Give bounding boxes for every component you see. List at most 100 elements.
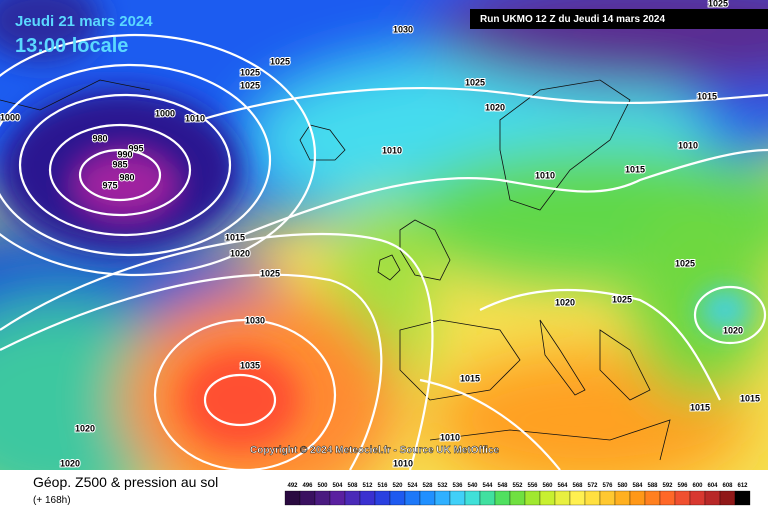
isobar-label: 1020 xyxy=(230,248,250,258)
isobar-label: 1010 xyxy=(440,432,460,442)
isobar-label: 985 xyxy=(112,159,127,169)
scale-label: 556 xyxy=(527,483,538,489)
scale-swatch xyxy=(344,490,361,506)
isobar-labels: 1030 1025 1025 1025 1020 1025 1015 1000 1010 980 9… xyxy=(0,0,761,469)
scale-swatch xyxy=(404,490,421,506)
isobar-label: 1025 xyxy=(240,67,260,77)
legend-title: Géop. Z500 & pression au sol xyxy=(33,474,218,490)
isobar-label: 1010 xyxy=(382,145,402,155)
scale-label: 520 xyxy=(392,483,403,489)
isobar-label: 1010 xyxy=(535,170,555,180)
scale-swatch xyxy=(509,490,526,506)
scale-label: 560 xyxy=(542,483,553,489)
isobar-label: 1025 xyxy=(675,258,695,268)
scale-label: 584 xyxy=(632,483,643,489)
isobar-label: 995 xyxy=(128,143,143,153)
scale-label: 596 xyxy=(677,483,688,489)
scale-swatch xyxy=(374,490,391,506)
scale-label: 612 xyxy=(737,483,748,489)
isobar-label: 1035 xyxy=(240,360,260,370)
isobar-label: 1015 xyxy=(697,91,717,101)
isobar-label: 1020 xyxy=(723,325,743,335)
scale-swatch xyxy=(689,490,706,506)
scale-swatch xyxy=(599,490,616,506)
scale-label: 600 xyxy=(692,483,703,489)
run-info: Run UKMO 12 Z du Jeudi 14 mars 2024 xyxy=(480,14,665,25)
scale-label: 500 xyxy=(317,483,328,489)
isobar-label: 1020 xyxy=(60,458,80,468)
scale-label: 572 xyxy=(587,483,598,489)
scale-swatch xyxy=(464,490,481,506)
isobar-label: 980 xyxy=(92,133,107,143)
isobar-label: 1015 xyxy=(690,402,710,412)
isobar-label: 1000 xyxy=(155,108,175,118)
isobars xyxy=(0,33,768,472)
scale-label: 604 xyxy=(707,483,718,489)
isobar-label: 990 xyxy=(117,149,132,159)
scale-swatch xyxy=(389,490,406,506)
scale-label: 532 xyxy=(437,483,448,489)
isobar-label: 1025 xyxy=(240,80,260,90)
scale-swatch xyxy=(719,490,736,506)
scale-label: 564 xyxy=(557,483,568,489)
color-scale: 492 496 500 504 508 512 516 520 524 528 532 536 540 5… xyxy=(284,483,751,506)
scale-label: 552 xyxy=(512,483,523,489)
scale-label: 516 xyxy=(377,483,388,489)
isobar-label: 1010 xyxy=(678,140,698,150)
isobar-label: 1020 xyxy=(75,423,95,433)
isobar-label: 1020 xyxy=(485,102,505,112)
isobar-label: 1015 xyxy=(225,232,245,242)
scale-label: 540 xyxy=(467,483,478,489)
scale-label: 492 xyxy=(287,483,298,489)
scale-label: 588 xyxy=(647,483,658,489)
scale-swatch xyxy=(434,490,451,506)
isobar-label: 1000 xyxy=(0,112,20,122)
scale-swatch xyxy=(614,490,631,506)
scale-label: 536 xyxy=(452,483,463,489)
scale-label: 512 xyxy=(362,483,373,489)
isobar-label: 1010 xyxy=(393,458,413,468)
isobar-label: 1025 xyxy=(612,294,632,304)
isobar-label: 975 xyxy=(102,180,117,190)
scale-label: 568 xyxy=(572,483,583,489)
isobar-label: 1025 xyxy=(708,0,728,8)
isobar-label: 1025 xyxy=(465,77,485,87)
scale-swatch xyxy=(494,490,511,506)
scale-swatch xyxy=(629,490,646,506)
scale-swatch xyxy=(734,490,751,506)
scale-swatch xyxy=(299,490,316,506)
isobar-label: 1020 xyxy=(555,297,575,307)
scale-label: 592 xyxy=(662,483,673,489)
scale-label: 576 xyxy=(602,483,613,489)
scale-swatch xyxy=(449,490,466,506)
scale-swatch xyxy=(674,490,691,506)
scale-swatch xyxy=(359,490,376,506)
scale-label: 496 xyxy=(302,483,313,489)
scale-label: 608 xyxy=(722,483,733,489)
scale-swatch xyxy=(569,490,586,506)
scale-swatch xyxy=(329,490,346,506)
valid-date: Jeudi 21 mars 2024 xyxy=(15,13,153,30)
run-banner xyxy=(470,9,768,29)
scale-label: 528 xyxy=(422,483,433,489)
scale-swatch xyxy=(284,490,301,506)
isobar-label: 1030 xyxy=(245,315,265,325)
scale-swatch xyxy=(479,490,496,506)
isobar-label: 1025 xyxy=(270,56,290,66)
scale-swatch xyxy=(704,490,721,506)
scale-swatch xyxy=(659,490,676,506)
scale-swatch xyxy=(314,490,331,506)
scale-swatch xyxy=(524,490,541,506)
isobar-label: 1030 xyxy=(393,24,413,34)
scale-label: 580 xyxy=(617,483,628,489)
valid-time: 13:00 locale xyxy=(15,35,128,57)
isobar-label: 1015 xyxy=(625,164,645,174)
scale-label: 524 xyxy=(407,483,418,489)
isobar-label: 1015 xyxy=(460,373,480,383)
copyright: Copyright © 2024 Meteociel.fr - Source U… xyxy=(250,445,500,456)
scale-swatch xyxy=(539,490,556,506)
scale-swatch xyxy=(554,490,571,506)
scale-swatch xyxy=(644,490,661,506)
